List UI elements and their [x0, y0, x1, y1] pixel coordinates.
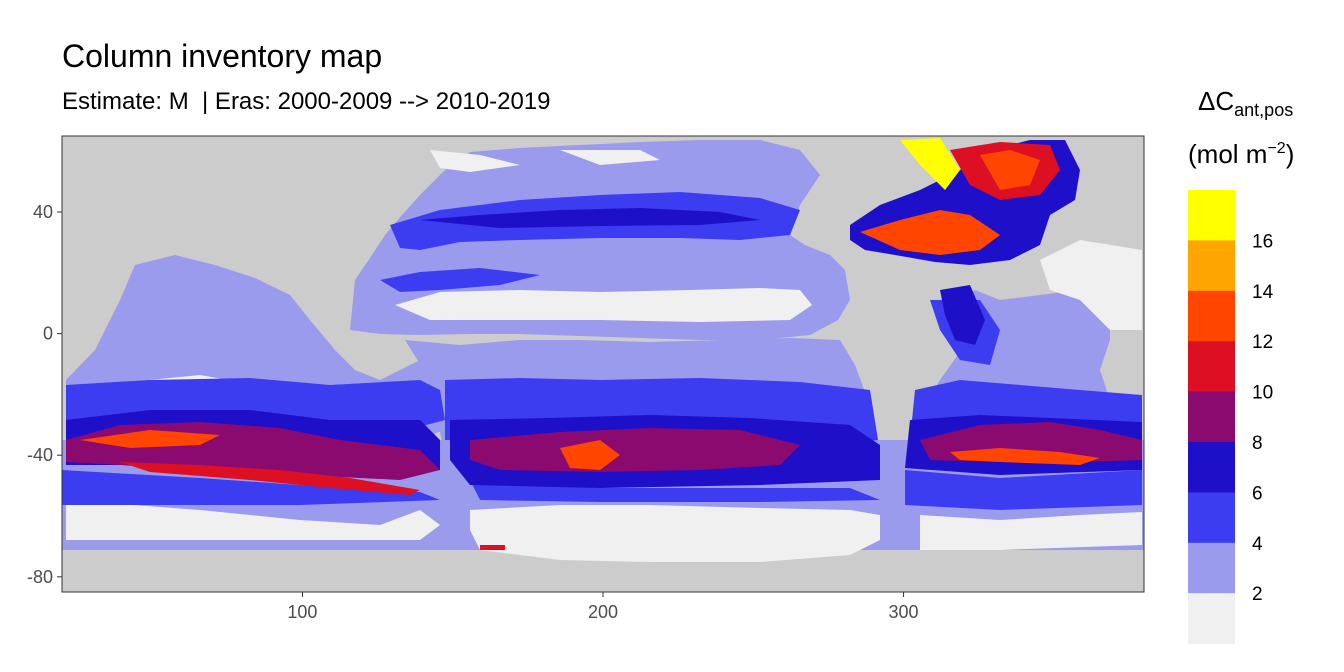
y-tick-label: -40 — [27, 445, 53, 465]
ocean-lowest-values — [66, 150, 1142, 562]
chart-title: Column inventory map — [62, 38, 383, 74]
x-tick-label: 300 — [889, 602, 919, 622]
legend-title-main: ΔC — [1198, 86, 1234, 116]
legend-swatch — [1188, 542, 1235, 594]
legend-break-label: 4 — [1252, 534, 1263, 555]
chart-subtitle: Estimate: M | Eras: 2000-2009 --> 2010-2… — [62, 88, 551, 115]
legend-swatch — [1188, 593, 1235, 645]
north-atlantic-high-values — [850, 138, 1080, 265]
legend-break-label: 8 — [1252, 433, 1263, 454]
legend-swatch — [1188, 290, 1235, 342]
southern-ocean-high-values — [80, 430, 1100, 550]
x-tick-label: 200 — [588, 602, 618, 622]
legend: ΔCant,pos (mol m−2) 16 14 12 10 8 6 4 2 — [1188, 86, 1294, 645]
legend-break-label: 14 — [1252, 282, 1274, 303]
legend-title-sub: ant,pos — [1234, 100, 1293, 120]
y-tick-label: 0 — [43, 324, 53, 344]
y-tick-label: -80 — [27, 567, 53, 587]
legend-swatch — [1188, 391, 1235, 443]
legend-labels: 16 14 12 10 8 6 4 2 — [1252, 231, 1274, 605]
x-axis: 100 200 300 — [287, 592, 919, 622]
legend-swatch — [1188, 442, 1235, 493]
legend-swatch — [1188, 492, 1235, 544]
ocean-layer — [62, 138, 1144, 562]
legend-swatch — [1188, 240, 1235, 292]
legend-break-label: 16 — [1252, 231, 1273, 252]
legend-swatches — [1188, 190, 1235, 645]
legend-title: ΔCant,pos — [1198, 86, 1293, 120]
legend-unit-suffix: ) — [1286, 139, 1295, 169]
legend-unit-prefix: (mol m — [1188, 139, 1267, 169]
y-axis: 40 0 -40 -80 — [27, 202, 62, 587]
legend-unit: (mol m−2) — [1188, 139, 1294, 169]
legend-break-label: 10 — [1252, 383, 1273, 404]
legend-break-label: 2 — [1252, 584, 1263, 605]
y-tick-label: 40 — [33, 202, 53, 222]
legend-break-label: 12 — [1252, 332, 1273, 353]
legend-swatch — [1188, 190, 1235, 241]
x-tick-label: 100 — [287, 602, 317, 622]
legend-break-label: 6 — [1252, 483, 1263, 504]
legend-unit-exp: −2 — [1267, 140, 1285, 157]
legend-swatch — [1188, 341, 1235, 393]
